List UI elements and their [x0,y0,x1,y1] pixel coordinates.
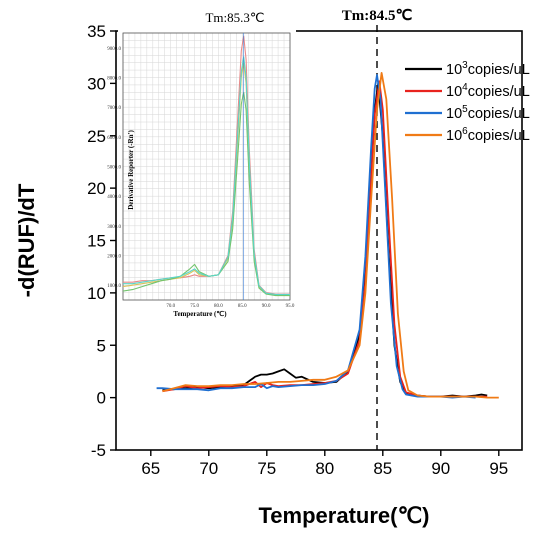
legend-base: 10 [446,106,462,122]
inset-y-tick-label: 8000.0 [107,77,121,82]
inset-y-tick-label: 6000.0 [107,136,121,141]
main-plot: 65 70 75 80 85 90 95-505101520253035Temperatur… [14,8,523,528]
x-tick-label: 65 [141,459,160,478]
inset-y-tick-label: 1000.0 [107,284,121,289]
y-tick-label: 35 [87,22,106,41]
y-axis-title: -d(RUF)/dT [14,183,39,297]
inset-x-tick-label: 90.0 [262,304,271,309]
inset-y-axis-title: Derivative Reporter (-Rn') [127,130,135,210]
inset-x-tick-label: 70.0 [166,304,175,309]
inset-y-tick-label: 2000.0 [107,255,121,260]
series-line-2 [156,74,476,399]
inset-series-line-3 [123,56,290,295]
legend-unit: copies/uL [468,128,530,144]
y-tick-label: 0 [97,389,106,408]
inset-frame [122,32,291,301]
y-tick-label: -5 [91,441,106,460]
inset-y-tick-label: 3000.0 [107,225,121,230]
legend-unit: copies/uL [468,106,530,122]
legend-label-0: 103copies/uL [446,60,530,78]
legend: 103copies/uL104copies/uL105copies/uL106c… [405,60,530,144]
inset-y-tick-label: 7000.0 [107,106,121,111]
y-tick-label: 5 [97,336,106,355]
y-tick-label: 30 [87,74,106,93]
legend-label-1: 104copies/uL [446,82,530,100]
legend-label-3: 106copies/uL [446,126,530,144]
inset-series-line-2 [122,91,290,297]
legend-base: 10 [446,84,462,100]
y-tick-label: 15 [87,232,106,251]
x-tick-label: 85 [373,459,392,478]
x-tick-label: 95 [489,459,508,478]
legend-exp: 3 [462,60,468,71]
series-line-3 [162,72,499,399]
inset-plot: 70.0 75.0 80.0 85.0 90.0 95.0 1000.0 2000.0 3000… [107,10,296,322]
x-tick-label: 75 [257,459,276,478]
inset-x-tick-label: 95.0 [286,304,295,309]
legend-label-2: 105copies/uL [446,104,530,122]
inset-y-tick-label: 4000.0 [107,195,121,200]
legend-exp: 4 [462,82,468,93]
tm-annotation: Tm:84.5℃ [342,8,413,24]
x-tick-label: 70 [199,459,218,478]
legend-base: 10 [446,62,462,78]
legend-exp: 5 [462,104,468,115]
x-tick-label: 80 [315,459,334,478]
legend-unit: copies/uL [468,84,530,100]
inset-x-tick-label: 80.0 [214,304,223,309]
legend-base: 10 [446,128,462,144]
inset-x-tick-label: 75.0 [190,304,199,309]
legend-unit: copies/uL [468,62,530,78]
legend-exp: 6 [462,126,468,137]
x-axis-title: Temperature(℃) [259,503,430,528]
y-tick-label: 10 [87,284,106,303]
inset-title: Tm:85.3℃ [205,10,264,25]
y-tick-label: 20 [87,179,106,198]
y-tick-label: 25 [87,127,106,146]
x-tick-label: 90 [431,459,450,478]
inset-y-tick-label: 9000.0 [107,47,121,52]
inset-x-axis-title: Temperature (℃) [173,310,227,318]
inset-x-tick-label: 85.0 [238,304,247,309]
inset-y-tick-label: 5000.0 [107,166,121,171]
